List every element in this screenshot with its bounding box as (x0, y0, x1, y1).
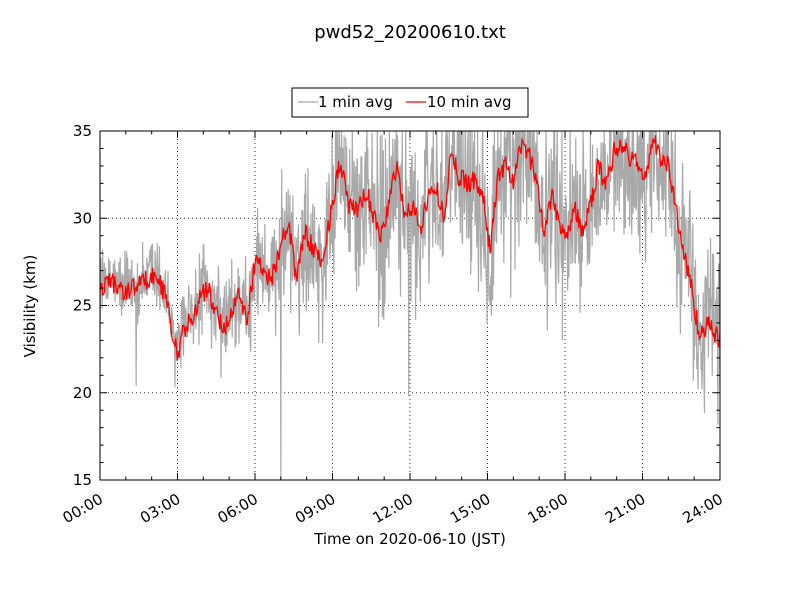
x-tick-label: 12:00 (370, 490, 416, 527)
y-tick-label: 35 (73, 122, 92, 140)
y-tick-label: 30 (73, 209, 92, 227)
grid-lines (100, 131, 720, 480)
x-tick-label: 09:00 (292, 490, 338, 527)
series-layer (100, 131, 720, 480)
x-tick-label: 24:00 (680, 490, 726, 527)
chart-title: pwd52_20200610.txt (314, 22, 506, 43)
y-tick-label: 20 (73, 384, 92, 402)
x-tick-label: 21:00 (602, 490, 648, 527)
x-tick-label: 00:00 (60, 490, 106, 527)
x-axis-label: Time on 2020-06-10 (JST) (313, 530, 506, 548)
y-axis-label: Visibility (km) (21, 255, 39, 358)
legend-label-1min: 1 min avg (318, 93, 393, 111)
x-tick-label: 18:00 (525, 490, 571, 527)
x-tick-label: 06:00 (215, 490, 261, 527)
series-line-1min-avg (100, 131, 720, 480)
legend: 1 min avg 10 min avg (291, 87, 529, 118)
legend-label-10min: 10 min avg (427, 93, 512, 111)
x-tick-label: 03:00 (137, 490, 183, 527)
series-line-10min-avg (100, 135, 720, 361)
y-tick-labels: 15 20 25 30 35 (73, 122, 92, 489)
y-tick-label: 15 (73, 471, 92, 489)
x-tick-labels: 00:00 03:00 06:00 09:00 12:00 15:00 18:00 21:00… (60, 490, 726, 527)
axis-ticks (99, 130, 721, 481)
x-tick-label: 15:00 (447, 490, 493, 527)
y-tick-label: 25 (73, 297, 92, 315)
